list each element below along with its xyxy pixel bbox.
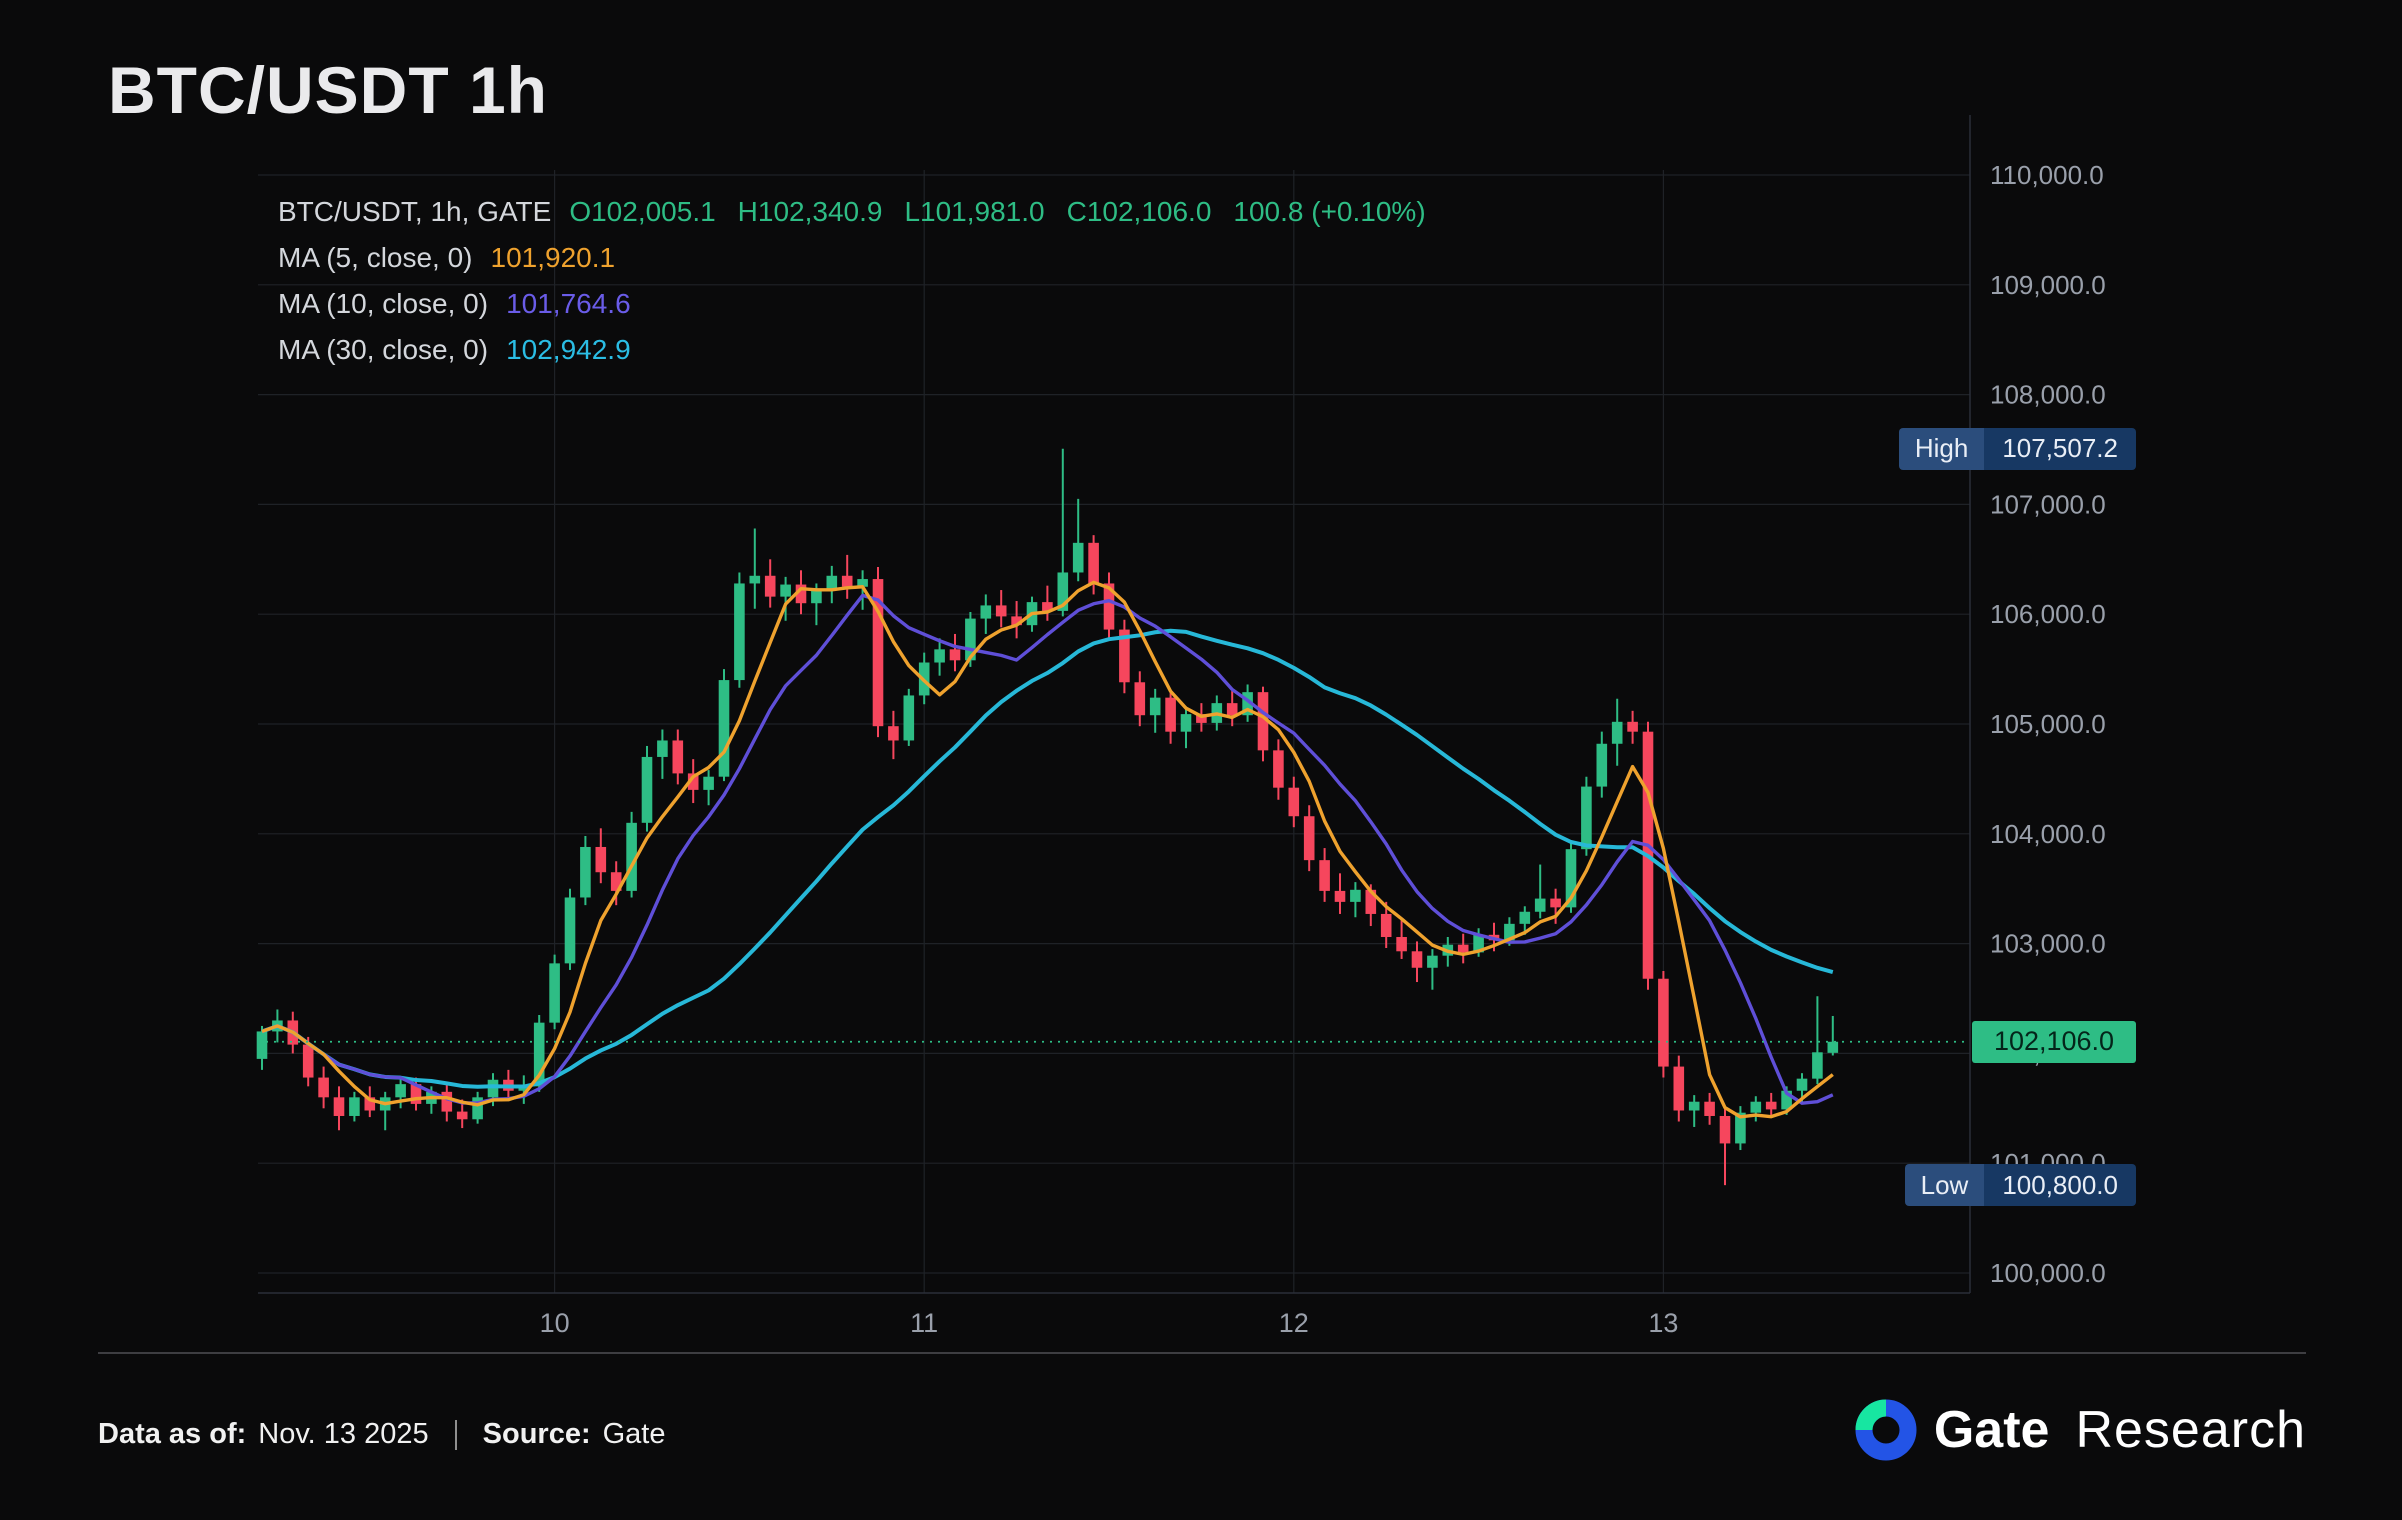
brand-name: Gate	[1933, 1401, 2050, 1459]
high-badge-value: 107,507.2	[1984, 427, 2136, 470]
low-badge-label: Low	[1904, 1164, 1985, 1207]
last-price-badge: 102,106.0	[1972, 1020, 2136, 1063]
legend-ma30-row: MA (30, close, 0) 102,942.9	[278, 334, 1426, 366]
high-badge-label: High	[1898, 427, 1985, 470]
svg-text:10: 10	[540, 1308, 570, 1338]
legend-open: O102,005.1	[569, 196, 716, 227]
legend-ohlc-values: O102,005.1 H102,340.9 L101,981.0 C102,10…	[569, 196, 1425, 228]
svg-text:109,000.0: 109,000.0	[1990, 270, 2106, 300]
ma5-label: MA (5, close, 0)	[278, 242, 473, 273]
svg-text:104,000.0: 104,000.0	[1990, 819, 2106, 849]
legend-symbol: BTC/USDT, 1h, GATE	[278, 196, 552, 227]
legend-change: 100.8 (+0.10%)	[1233, 196, 1426, 227]
footer-separator	[454, 1419, 457, 1450]
chart-legend: BTC/USDT, 1h, GATE O102,005.1 H102,340.9…	[278, 196, 1426, 366]
source-value: Gate	[602, 1418, 666, 1450]
legend-ohlc-row: BTC/USDT, 1h, GATE O102,005.1 H102,340.9…	[278, 196, 1426, 228]
high-badge: High 107,507.2	[1898, 427, 2136, 470]
legend-low: L101,981.0	[904, 196, 1045, 227]
ma30-label: MA (30, close, 0)	[278, 334, 489, 365]
footer-divider	[98, 1352, 2306, 1354]
data-as-of-value: Nov. 13 2025	[258, 1418, 429, 1450]
page-title: BTC/USDT 1h	[108, 53, 548, 127]
legend-high: H102,340.9	[737, 196, 883, 227]
svg-text:105,000.0: 105,000.0	[1990, 709, 2106, 739]
svg-text:11: 11	[910, 1308, 938, 1338]
svg-text:12: 12	[1279, 1308, 1309, 1338]
source-label: Source:	[482, 1418, 591, 1450]
ma10-value: 101,764.6	[506, 288, 631, 319]
low-badge: Low 100,800.0	[1904, 1164, 2136, 1207]
svg-text:103,000.0: 103,000.0	[1990, 929, 2106, 959]
ma30-value: 102,942.9	[506, 334, 631, 365]
data-as-of-label: Data as of:	[98, 1418, 247, 1450]
svg-text:13: 13	[1648, 1308, 1678, 1338]
ma5-value: 101,920.1	[490, 242, 616, 273]
low-badge-value: 100,800.0	[1984, 1164, 2136, 1207]
legend-ma5-row: MA (5, close, 0) 101,920.1	[278, 242, 1426, 274]
brand-suffix: Research	[2075, 1401, 2306, 1459]
svg-text:110,000.0: 110,000.0	[1990, 160, 2104, 190]
gate-logo-icon	[1855, 1399, 1917, 1461]
svg-text:106,000.0: 106,000.0	[1990, 599, 2106, 629]
legend-ma10-row: MA (10, close, 0) 101,764.6	[278, 288, 1426, 320]
gate-research-logo: Gate Research	[1854, 1398, 2306, 1462]
svg-text:107,000.0: 107,000.0	[1990, 489, 2106, 519]
svg-text:100,000.0: 100,000.0	[1990, 1258, 2106, 1288]
svg-text:108,000.0: 108,000.0	[1990, 380, 2106, 410]
footer: Data as of: Nov. 13 2025 Source: Gate	[98, 1418, 666, 1451]
ma10-label: MA (10, close, 0)	[278, 288, 489, 319]
legend-close: C102,106.0	[1066, 196, 1212, 227]
